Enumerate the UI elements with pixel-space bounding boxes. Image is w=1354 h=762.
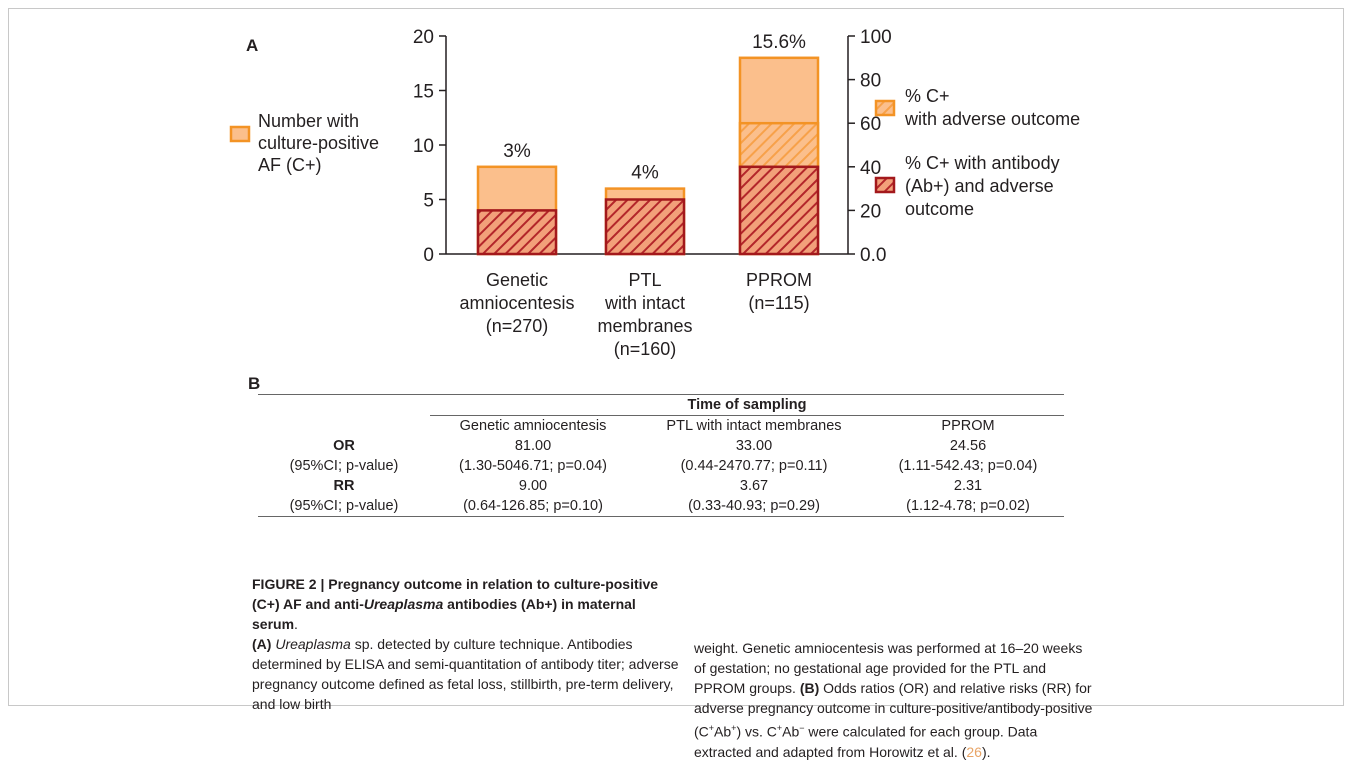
bar-percent-label: 3%	[503, 141, 531, 162]
legend-swatch-total	[229, 125, 251, 143]
table-cell: (1.12-4.78; p=0.02)	[906, 498, 1030, 514]
table-cell: 3.67	[739, 478, 769, 494]
caption-title: FIGURE 2 | Pregnancy outcome in relation…	[252, 576, 659, 632]
right-tick-label: 100	[860, 27, 892, 48]
table-corner-2	[258, 416, 430, 437]
table-row: (95%CI; p-value) (1.30-5046.71; p=0.04) …	[258, 456, 1064, 476]
row-label: (95%CI; p-value)	[289, 458, 399, 474]
row-label: RR	[333, 478, 355, 494]
bar-adverse-outcome	[738, 121, 820, 169]
bar-percent-label: 4%	[631, 163, 659, 184]
legend-label-total: AF (C+)	[258, 155, 322, 175]
x-tick-label: amniocentesis	[459, 293, 574, 313]
legend-label-adverse: % C+	[905, 86, 950, 106]
legend-label-total: culture-positive	[258, 133, 379, 153]
x-tick-label: Genetic	[486, 270, 548, 290]
caption-b-label: (B)	[799, 680, 820, 696]
table-corner	[258, 395, 430, 416]
x-tick-label: (n=270)	[486, 316, 549, 336]
caption-left: FIGURE 2 | Pregnancy outcome in relation…	[252, 576, 679, 712]
right-tick-label: 0.0	[860, 245, 886, 266]
legend-swatch-antibody	[874, 176, 896, 194]
caption-right-text: weight. Genetic amniocentesis was perfor…	[694, 640, 1083, 696]
row-label: (95%CI; p-value)	[289, 498, 399, 514]
reference-link[interactable]: 26	[966, 743, 982, 760]
column-header: PPROM	[941, 418, 995, 434]
bar-antibody-adverse	[738, 165, 820, 256]
legend-label-total: Number with	[258, 111, 359, 131]
table-cell: 24.56	[949, 438, 987, 454]
x-tick-label: PTL	[628, 270, 661, 290]
figure-frame	[8, 8, 1344, 706]
table-cell: (0.33-40.93; p=0.29)	[688, 498, 820, 514]
bar-percent-label: 15.6%	[752, 32, 806, 53]
right-tick-label: 60	[860, 114, 881, 135]
table-cell: 81.00	[514, 438, 552, 454]
column-header: Genetic amniocentesis	[459, 418, 607, 434]
caption-right: weight. Genetic amniocentesis was perfor…	[694, 640, 1093, 760]
legend-label-adverse: with adverse outcome	[904, 109, 1080, 129]
right-tick-label: 80	[860, 71, 881, 92]
table-cell: 33.00	[735, 438, 773, 454]
table-cell: (0.64-126.85; p=0.10)	[463, 498, 603, 514]
table-cell: (0.44-2470.77; p=0.11)	[680, 458, 828, 474]
x-tick-label: (n=115)	[748, 293, 809, 313]
legend-swatch-adverse	[874, 99, 896, 117]
table-cell: (1.11-542.43; p=0.04)	[898, 458, 1038, 474]
caption-a-text: sp. detected by culture technique. Antib…	[252, 636, 679, 712]
table-row: OR 81.00 33.00 24.56	[258, 436, 1064, 456]
odds-ratio-table: Time of sampling Genetic amniocentesis P…	[258, 394, 1064, 517]
table-group-header: Time of sampling	[430, 394, 1064, 416]
left-tick-label: 5	[423, 191, 434, 212]
stacked-bar-chart: 0 5 10 15 20 0.0 20 40 60 80 100 3% Genetic amniocent…	[229, 27, 1080, 359]
table-cell: 9.00	[518, 478, 548, 494]
left-tick-label: 10	[413, 136, 434, 157]
bar-antibody-adverse	[476, 209, 558, 256]
legend-label-antibody: (Ab+) and adverse	[905, 176, 1054, 196]
row-label: OR	[333, 438, 355, 454]
caption-a-label: (A)	[252, 636, 272, 652]
x-tick-label: PPROM	[746, 270, 812, 290]
legend-label-antibody: % C+ with antibody	[905, 153, 1060, 173]
right-tick-label: 40	[860, 158, 881, 179]
column-header: PTL with intact membranes	[666, 418, 842, 434]
table-cell: (1.30-5046.71; p=0.04)	[459, 458, 607, 474]
left-tick-label: 0	[423, 245, 434, 266]
left-tick-label: 15	[413, 82, 434, 103]
left-tick-label: 20	[413, 27, 434, 48]
x-tick-label: membranes	[597, 316, 692, 336]
x-tick-label: (n=160)	[614, 339, 677, 359]
bar-antibody-adverse	[604, 198, 686, 256]
table-row: (95%CI; p-value) (0.64-126.85; p=0.10) (…	[258, 496, 1064, 517]
table-cell: 2.31	[953, 478, 983, 494]
legend-label-antibody: outcome	[905, 199, 974, 219]
right-tick-label: 20	[860, 201, 881, 222]
x-tick-label: with intact	[604, 293, 685, 313]
panel-b-label: B	[248, 374, 261, 393]
panel-a-label: A	[246, 36, 259, 55]
table-row: RR 9.00 3.67 2.31	[258, 476, 1064, 496]
